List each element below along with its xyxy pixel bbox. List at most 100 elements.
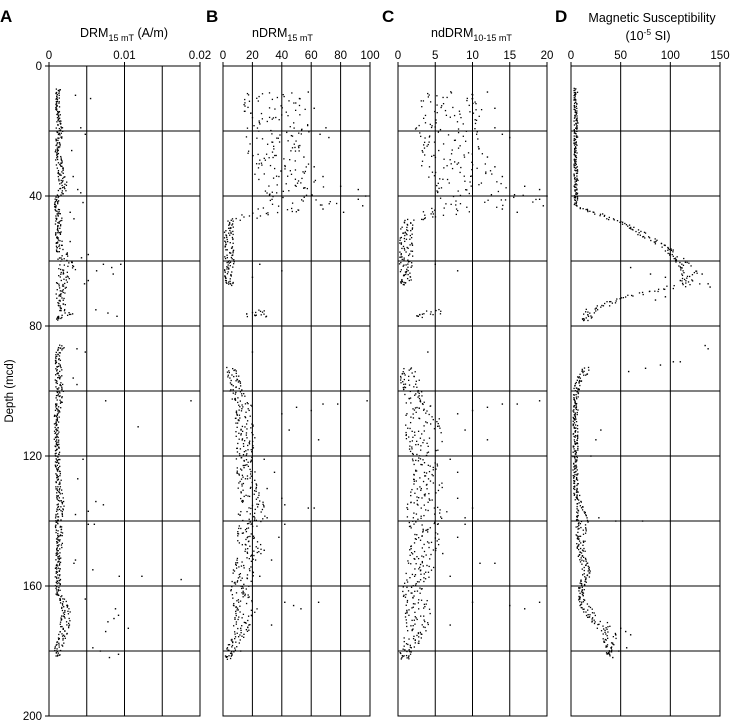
panel-a-data-point <box>55 242 58 244</box>
panel-d-data-point <box>576 110 578 112</box>
panel-a-outlier-point <box>102 263 105 265</box>
panel-b-data-point <box>223 237 226 239</box>
panel-d-data-point <box>573 482 576 485</box>
panel-b-data-point <box>255 483 257 485</box>
panel-a-data-point <box>58 294 61 296</box>
panel-a-outlier-point <box>114 608 117 610</box>
panel-d-data-point <box>574 106 576 109</box>
panel-b-data-point <box>244 464 247 466</box>
panel-a-data-point <box>61 285 64 287</box>
panel-d-data-point <box>572 410 574 412</box>
panel-d-data-point <box>580 579 582 581</box>
panel-c-data-point <box>414 434 416 436</box>
panel-d-data-point <box>682 270 684 272</box>
panel-d-outlier-point <box>627 370 630 373</box>
panel-c-data-point <box>424 626 426 629</box>
panel-c-data-point <box>415 470 418 472</box>
panel-a-data-point <box>56 430 58 432</box>
panel-a-data-point <box>56 390 58 393</box>
panel-a-data-point <box>57 506 59 509</box>
panel-b-data-point <box>243 564 245 567</box>
panel-b-data-point <box>242 596 244 598</box>
panel-c-data-point <box>439 313 442 315</box>
panel-a-data-point <box>58 180 60 182</box>
panel-c-data-point <box>409 525 412 527</box>
panel-c-data-point <box>406 218 409 221</box>
panel-d-data-point <box>576 144 578 146</box>
panel-d-data-point <box>578 548 580 551</box>
panel-c-data-point <box>439 512 441 514</box>
panel-c-data-point <box>413 646 416 648</box>
panel-a-data-point <box>59 578 62 581</box>
panel-b-data-point <box>235 417 237 419</box>
panel-b-data-point <box>298 150 300 152</box>
panel-a-outlier-point <box>74 94 77 96</box>
panel-b-data-point <box>250 533 252 535</box>
panel-b-data-point <box>243 216 245 218</box>
panel-c-data-point <box>474 122 477 125</box>
panel-a-data-point <box>57 519 59 521</box>
panel-b-data-point <box>240 429 242 431</box>
panel-b-data-point <box>239 406 241 408</box>
panel-d-data-point <box>575 491 578 493</box>
panel-d-data-point <box>573 468 576 470</box>
panel-a-data-point <box>59 579 61 582</box>
panel-a-data-point <box>59 143 61 145</box>
panel-a-data-point <box>65 253 68 256</box>
panel-d-data-point <box>601 304 603 307</box>
panel-c-data-point <box>415 563 417 565</box>
panel-c-data-point <box>409 549 411 551</box>
panel-b-data-point <box>294 146 296 149</box>
panel-a-data-point <box>55 144 57 147</box>
panel-d-data-point <box>584 557 587 560</box>
panel-a-data-point <box>57 530 59 532</box>
panel-d-data-point <box>644 232 647 234</box>
panel-b-data-point <box>241 501 244 503</box>
panel-b-data-point <box>308 131 310 133</box>
panel-a-data-point <box>66 259 68 262</box>
panel-a-data-point <box>55 481 57 483</box>
panel-b-data-point <box>248 507 250 509</box>
panel-b-data-point <box>243 450 246 453</box>
panel-c-data-point <box>432 216 434 218</box>
panel-c-data-point <box>412 520 414 522</box>
panel-d-data-point <box>573 482 575 484</box>
panel-b-data-point <box>233 570 236 572</box>
panel-d-data-point <box>631 228 633 231</box>
panel-d-data-point <box>619 298 621 300</box>
panel-c-data-point <box>426 452 428 454</box>
panel-b-data-point <box>263 504 265 507</box>
panel-c-data-point <box>421 555 423 557</box>
panel-d-data-point <box>622 296 625 299</box>
panel-d-data-point <box>587 521 589 523</box>
panel-b-data-point <box>228 262 230 264</box>
panel-a-data-point <box>60 506 62 508</box>
panel-b-x-ticks: 0 20 40 60 80 100 <box>220 50 380 66</box>
panel-c-data-point <box>414 407 417 409</box>
panel-b-data-point <box>228 227 230 229</box>
panel-c-data-point <box>439 427 441 429</box>
panel-b-outlier-point <box>284 601 286 603</box>
panel-a-data-point <box>56 318 58 320</box>
panel-b-data-point <box>224 269 226 272</box>
panel-c-data-point <box>410 250 412 252</box>
panel-b-data-point <box>238 453 241 455</box>
panel-c-data-point <box>401 247 403 250</box>
panel-c-data-point <box>409 646 412 648</box>
panel-d-data-point <box>574 459 577 461</box>
panel-d-data-point <box>682 283 684 286</box>
panel-d-data-point <box>577 445 579 448</box>
panel-b-data-point <box>236 557 239 560</box>
panel-a-data-point <box>58 561 60 563</box>
panel-d-data-point <box>585 611 587 613</box>
panel-b-data-point <box>243 393 245 395</box>
panel-d-data-point <box>574 457 576 459</box>
panel-d-data-point <box>644 237 646 239</box>
panel-a-outlier-point <box>116 315 118 317</box>
panel-c-data-point <box>421 524 423 526</box>
panel-c-data-point <box>484 163 486 165</box>
panel-b-data-point <box>294 184 296 187</box>
panel-c-data-point <box>415 521 417 523</box>
panel-b-data-point <box>250 609 253 611</box>
panel-c-data-point <box>403 237 406 240</box>
